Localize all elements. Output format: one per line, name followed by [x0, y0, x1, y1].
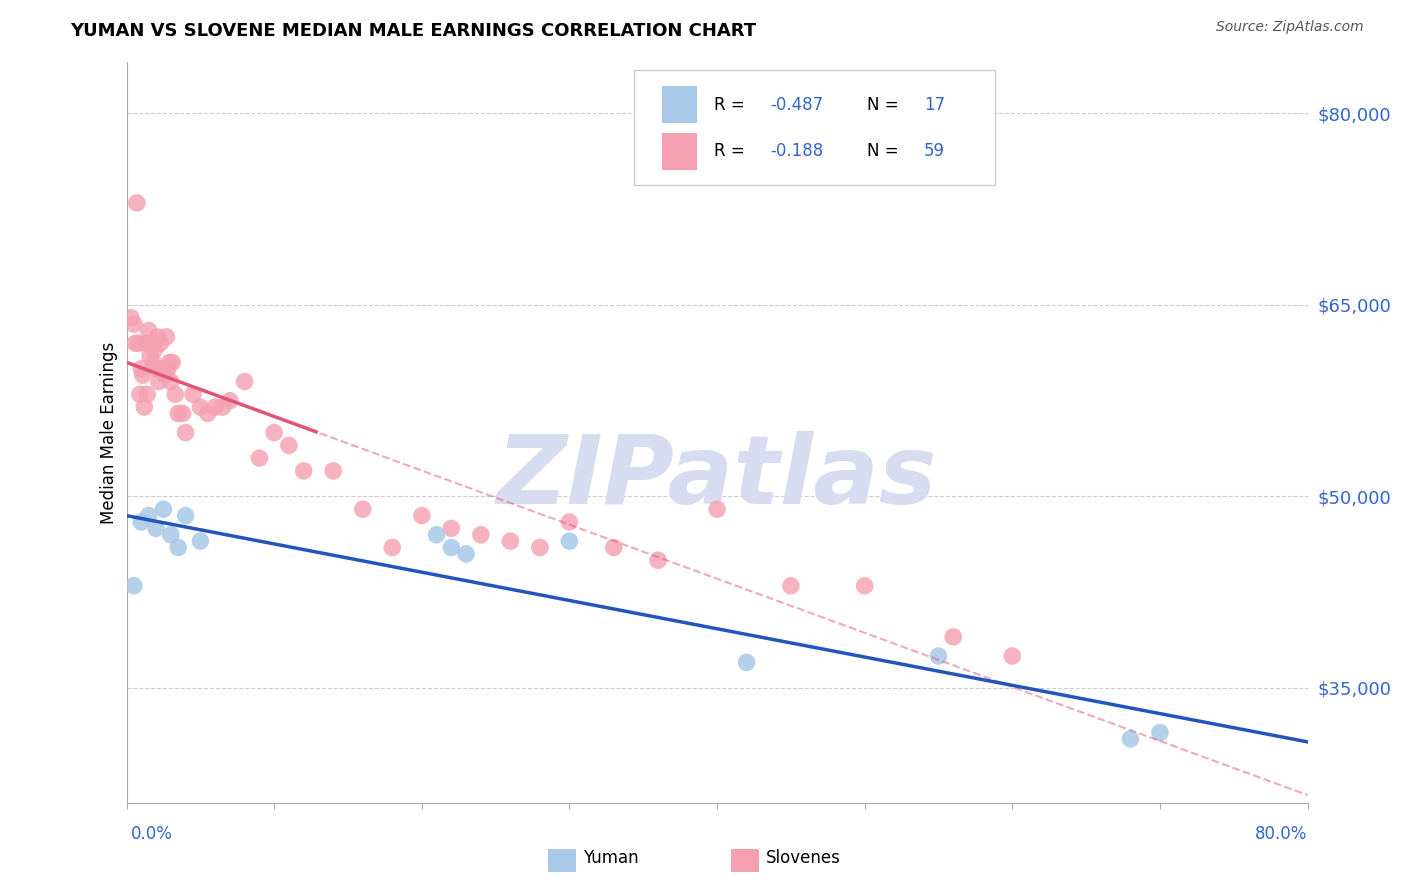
Point: [150, 361, 173, 376]
Point: [152, 502, 174, 516]
Point: [942, 630, 965, 644]
Point: [425, 527, 447, 541]
Point: [165, 387, 187, 401]
Point: [440, 541, 463, 555]
Point: [1001, 648, 1024, 663]
Point: [174, 508, 197, 523]
Point: [167, 407, 190, 421]
Text: R =: R =: [713, 95, 749, 113]
Point: [470, 527, 492, 541]
Point: [152, 361, 174, 376]
Point: [928, 648, 950, 663]
Y-axis label: Median Male Earnings: Median Male Earnings: [100, 342, 118, 524]
Point: [145, 361, 167, 376]
Point: [219, 393, 242, 408]
Point: [145, 521, 167, 535]
Point: [135, 336, 157, 351]
Point: [779, 579, 801, 593]
Text: 0.0%: 0.0%: [131, 825, 173, 843]
Point: [174, 425, 197, 440]
Point: [529, 541, 551, 555]
Point: [204, 400, 226, 414]
Point: [263, 425, 285, 440]
Point: [233, 375, 256, 389]
Point: [454, 547, 477, 561]
Point: [188, 400, 211, 414]
Point: [149, 336, 172, 351]
Text: R =: R =: [713, 143, 749, 161]
Point: [127, 336, 149, 351]
Text: 59: 59: [924, 143, 945, 161]
Point: [138, 324, 160, 338]
Point: [129, 361, 153, 376]
Point: [120, 310, 142, 325]
Point: [138, 508, 160, 523]
Text: YUMAN VS SLOVENE MEDIAN MALE EARNINGS CORRELATION CHART: YUMAN VS SLOVENE MEDIAN MALE EARNINGS CO…: [70, 22, 756, 40]
FancyBboxPatch shape: [662, 87, 697, 123]
Point: [157, 355, 180, 369]
Point: [558, 515, 581, 529]
Point: [153, 368, 176, 383]
Text: N =: N =: [868, 95, 904, 113]
Point: [159, 375, 183, 389]
Point: [139, 349, 162, 363]
Point: [278, 438, 301, 452]
Point: [148, 375, 170, 389]
Point: [706, 502, 728, 516]
Point: [197, 407, 219, 421]
Point: [211, 400, 233, 414]
Text: 80.0%: 80.0%: [1256, 825, 1308, 843]
Point: [155, 330, 177, 344]
Point: [124, 336, 146, 351]
Point: [411, 508, 433, 523]
Point: [143, 343, 166, 357]
Point: [440, 521, 463, 535]
Point: [352, 502, 374, 516]
Point: [499, 534, 522, 549]
Point: [1119, 731, 1142, 746]
Point: [603, 541, 626, 555]
Text: ZIPatlas: ZIPatlas: [496, 431, 938, 524]
Point: [322, 464, 344, 478]
Point: [167, 541, 190, 555]
Point: [122, 317, 145, 331]
Point: [292, 464, 315, 478]
Point: [125, 195, 148, 210]
Point: [247, 451, 270, 466]
Text: Source: ZipAtlas.com: Source: ZipAtlas.com: [1216, 20, 1364, 34]
Text: 17: 17: [924, 95, 945, 113]
Point: [132, 368, 155, 383]
Point: [122, 579, 145, 593]
Point: [134, 400, 156, 414]
Point: [142, 355, 165, 369]
Point: [647, 553, 669, 567]
Point: [141, 336, 163, 351]
Point: [146, 330, 169, 344]
Point: [136, 387, 159, 401]
Point: [156, 361, 179, 376]
Text: -0.188: -0.188: [770, 143, 824, 161]
Text: Yuman: Yuman: [583, 849, 640, 867]
FancyBboxPatch shape: [634, 70, 994, 185]
Point: [188, 534, 211, 549]
Point: [162, 355, 184, 369]
Point: [558, 534, 581, 549]
Text: -0.487: -0.487: [770, 95, 824, 113]
Text: N =: N =: [868, 143, 904, 161]
Point: [129, 515, 153, 529]
Point: [381, 541, 404, 555]
Point: [172, 407, 194, 421]
Point: [159, 527, 183, 541]
Point: [1149, 725, 1171, 739]
Point: [128, 387, 150, 401]
Point: [181, 387, 204, 401]
Point: [735, 656, 758, 670]
FancyBboxPatch shape: [662, 133, 697, 169]
Point: [853, 579, 876, 593]
Text: Slovenes: Slovenes: [766, 849, 841, 867]
